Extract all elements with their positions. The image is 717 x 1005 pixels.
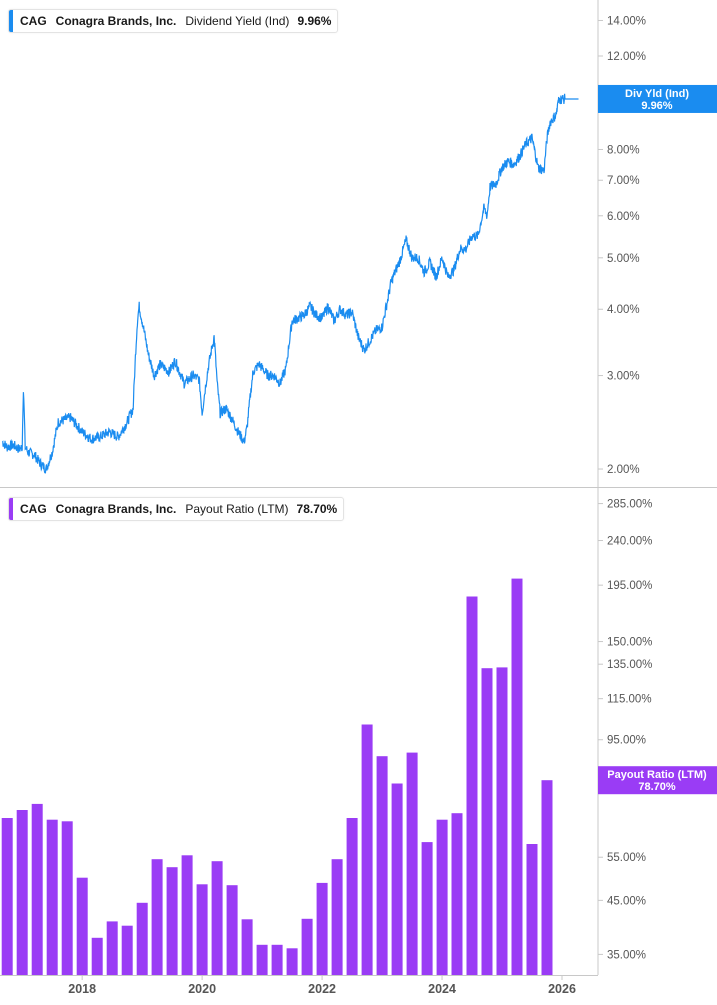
payout-bar	[496, 667, 508, 975]
yield-value-flag-label: Div Yld (Ind)	[625, 88, 689, 100]
payout-bar	[76, 877, 88, 975]
payout-bar	[511, 578, 523, 975]
bottom-y-tick-label: 35.00%	[607, 949, 646, 961]
bottom-y-tick-label: 135.00%	[607, 659, 652, 671]
value-flags-layer: Div Yld (Ind)9.96% Payout Ratio (LTM)78.7…	[598, 84, 717, 795]
payout-bar	[541, 780, 553, 975]
bottom-y-tick-label: 55.00%	[607, 852, 646, 864]
top-y-tick-label: 8.00%	[607, 144, 640, 156]
x-tick-label: 2026	[548, 982, 576, 996]
top-y-tick-label: 3.00%	[607, 371, 640, 383]
payout-bars-layer	[1, 578, 553, 975]
bottom-legend-metric: Payout Ratio (LTM)	[185, 502, 289, 516]
payout-bar	[46, 819, 58, 975]
payout-bar	[526, 844, 538, 975]
top-legend-value: 9.96%	[297, 14, 332, 28]
x-tick-label: 2018	[68, 982, 96, 996]
bottom-legend-value: 78.70%	[296, 502, 338, 516]
bottom-y-tick-label: 95.00%	[607, 735, 646, 747]
yield-value-flag-value: 9.96%	[641, 100, 672, 112]
payout-bar	[31, 803, 43, 975]
payout-bar	[226, 885, 238, 975]
payout-bar	[211, 861, 223, 975]
x-tick-label: 2022	[308, 982, 336, 996]
yield-line-layer	[1, 93, 579, 474]
top-legend-metric: Dividend Yield (Ind)	[185, 14, 290, 28]
payout-value-flag: Payout Ratio (LTM)78.70%	[598, 766, 717, 795]
x-tick-label: 2024	[428, 982, 456, 996]
top-y-tick-label: 2.00%	[607, 464, 640, 476]
payout-bar	[121, 925, 133, 975]
yield-value-flag: Div Yld (Ind)9.96%	[598, 84, 717, 113]
axes-layer	[0, 0, 717, 976]
bottom-legend-swatch	[9, 498, 13, 520]
payout-bar	[106, 921, 118, 975]
payout-bar	[1, 818, 13, 975]
payout-bar	[316, 882, 328, 975]
payout-bar	[61, 821, 73, 975]
top-y-tick-label: 14.00%	[607, 15, 646, 27]
payout-bar	[166, 867, 178, 975]
payout-bar	[421, 842, 433, 975]
payout-bar	[256, 944, 268, 975]
payout-bar	[301, 918, 313, 975]
bottom-y-tick-label: 115.00%	[607, 694, 652, 706]
top-legend-company: Conagra Brands, Inc.	[55, 14, 177, 28]
payout-bar	[406, 752, 418, 975]
payout-bar	[16, 810, 28, 975]
tick-labels-layer: 14.00% 12.00% 8.00% 7.00% 6.00% 5.00% 4.00% 3.0…	[68, 15, 652, 996]
payout-value-flag-value: 78.70%	[638, 781, 676, 793]
payout-bar	[361, 724, 373, 975]
top-y-tick-label: 7.00%	[607, 175, 640, 187]
top-legend-swatch	[9, 10, 13, 32]
payout-bar	[436, 819, 448, 975]
top-y-tick-label: 5.00%	[607, 253, 640, 265]
bottom-legend[interactable]: CAG Conagra Brands, Inc. Payout Ratio (L…	[8, 497, 345, 521]
payout-bar	[286, 948, 298, 975]
payout-bar	[331, 859, 343, 975]
payout-bar	[346, 818, 358, 975]
top-y-tick-label: 12.00%	[607, 51, 646, 63]
bottom-y-tick-label: 285.00%	[607, 499, 652, 511]
x-tick-label: 2020	[188, 982, 216, 996]
bottom-legend-ticker: CAG	[20, 502, 47, 516]
bottom-y-tick-label: 195.00%	[607, 580, 652, 592]
payout-bar	[376, 756, 388, 975]
top-y-tick-label: 6.00%	[607, 211, 640, 223]
bottom-y-tick-label: 150.00%	[607, 637, 652, 649]
top-y-tick-label: 4.00%	[607, 304, 640, 316]
payout-bar	[451, 813, 463, 975]
yield-value-flag-bg	[598, 84, 717, 113]
payout-bar	[136, 902, 148, 975]
payout-bar	[196, 884, 208, 975]
dividend-yield-series-line	[1, 93, 579, 474]
payout-bar	[271, 944, 283, 975]
payout-bar	[151, 859, 163, 975]
bottom-y-tick-label: 45.00%	[607, 895, 646, 907]
payout-bar	[91, 937, 103, 975]
payout-bar	[181, 855, 193, 975]
payout-value-flag-bg	[598, 766, 717, 795]
top-legend-ticker: CAG	[20, 14, 47, 28]
payout-bar	[481, 668, 493, 975]
bottom-y-tick-label: 240.00%	[607, 536, 652, 548]
payout-bar	[241, 919, 253, 975]
payout-bar	[391, 783, 403, 975]
bottom-legend-company: Conagra Brands, Inc.	[55, 502, 177, 516]
top-legend[interactable]: CAG Conagra Brands, Inc. Dividend Yield …	[8, 9, 339, 33]
payout-bar	[466, 596, 478, 975]
payout-value-flag-label: Payout Ratio (LTM)	[607, 769, 707, 781]
